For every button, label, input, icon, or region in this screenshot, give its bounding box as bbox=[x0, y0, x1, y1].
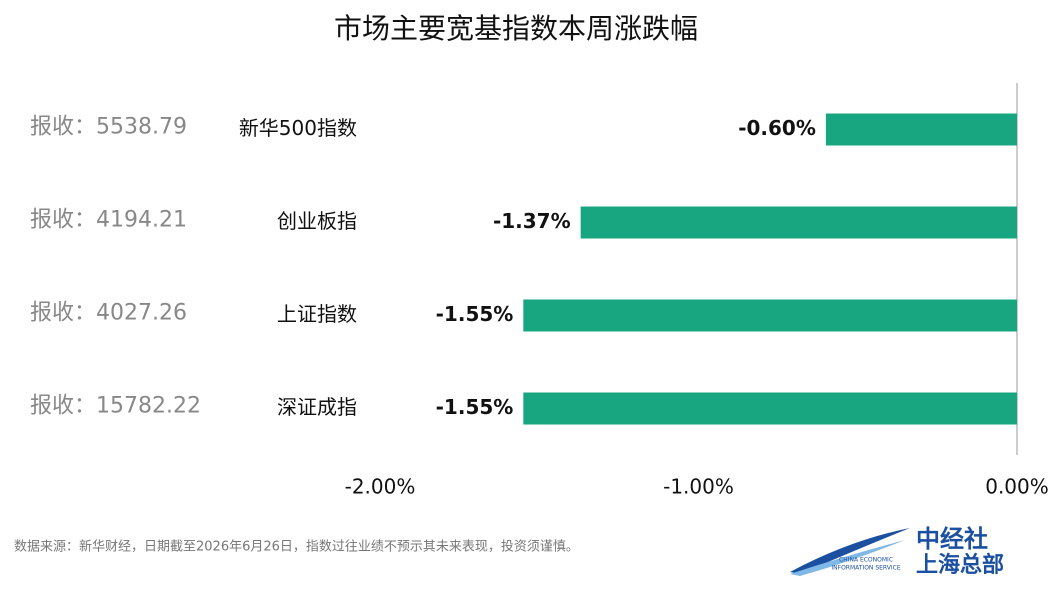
close-annotation: 报收：5538.79 bbox=[30, 115, 187, 140]
bar bbox=[580, 206, 1017, 239]
bar bbox=[523, 392, 1017, 425]
logo-name: 上海总部 bbox=[916, 552, 1004, 578]
logo-english: INFORMATION SERVICE bbox=[831, 565, 900, 572]
bar bbox=[523, 299, 1017, 332]
close-annotation: 报收：4027.26 bbox=[30, 301, 187, 326]
value-label: -1.55% bbox=[436, 302, 514, 326]
source-note: 数据来源：新华财经，日期截至2026年6月26日，指数过往业绩不预示其未来表现，… bbox=[14, 539, 579, 555]
logo-swoosh bbox=[790, 528, 910, 574]
x-tick-label: -2.00% bbox=[345, 475, 416, 499]
close-annotation: 报收：15782.22 bbox=[30, 394, 201, 419]
x-tick-label: -1.00% bbox=[663, 475, 734, 499]
close-annotation: 报收：4194.21 bbox=[30, 208, 187, 233]
value-label: -1.37% bbox=[493, 209, 571, 233]
x-tick-label: 0.00% bbox=[985, 475, 1049, 499]
category-label: 创业板指 bbox=[277, 209, 357, 233]
chart-title: 市场主要宽基指数本周涨跌幅 bbox=[334, 12, 698, 45]
value-label: -0.60% bbox=[738, 116, 816, 140]
bar bbox=[825, 113, 1017, 146]
category-label: 深证成指 bbox=[277, 395, 357, 419]
value-label: -1.55% bbox=[436, 395, 514, 419]
category-label: 上证指数 bbox=[277, 302, 357, 326]
category-label: 新华500指数 bbox=[239, 116, 357, 140]
logo-english: CHINA ECONOMIC bbox=[839, 557, 893, 564]
logo-name: 中经社 bbox=[916, 525, 988, 553]
logo: CHINA ECONOMIC INFORMATION SERVICE 中经社 上… bbox=[790, 525, 1004, 578]
logo-swoosh bbox=[790, 540, 905, 576]
